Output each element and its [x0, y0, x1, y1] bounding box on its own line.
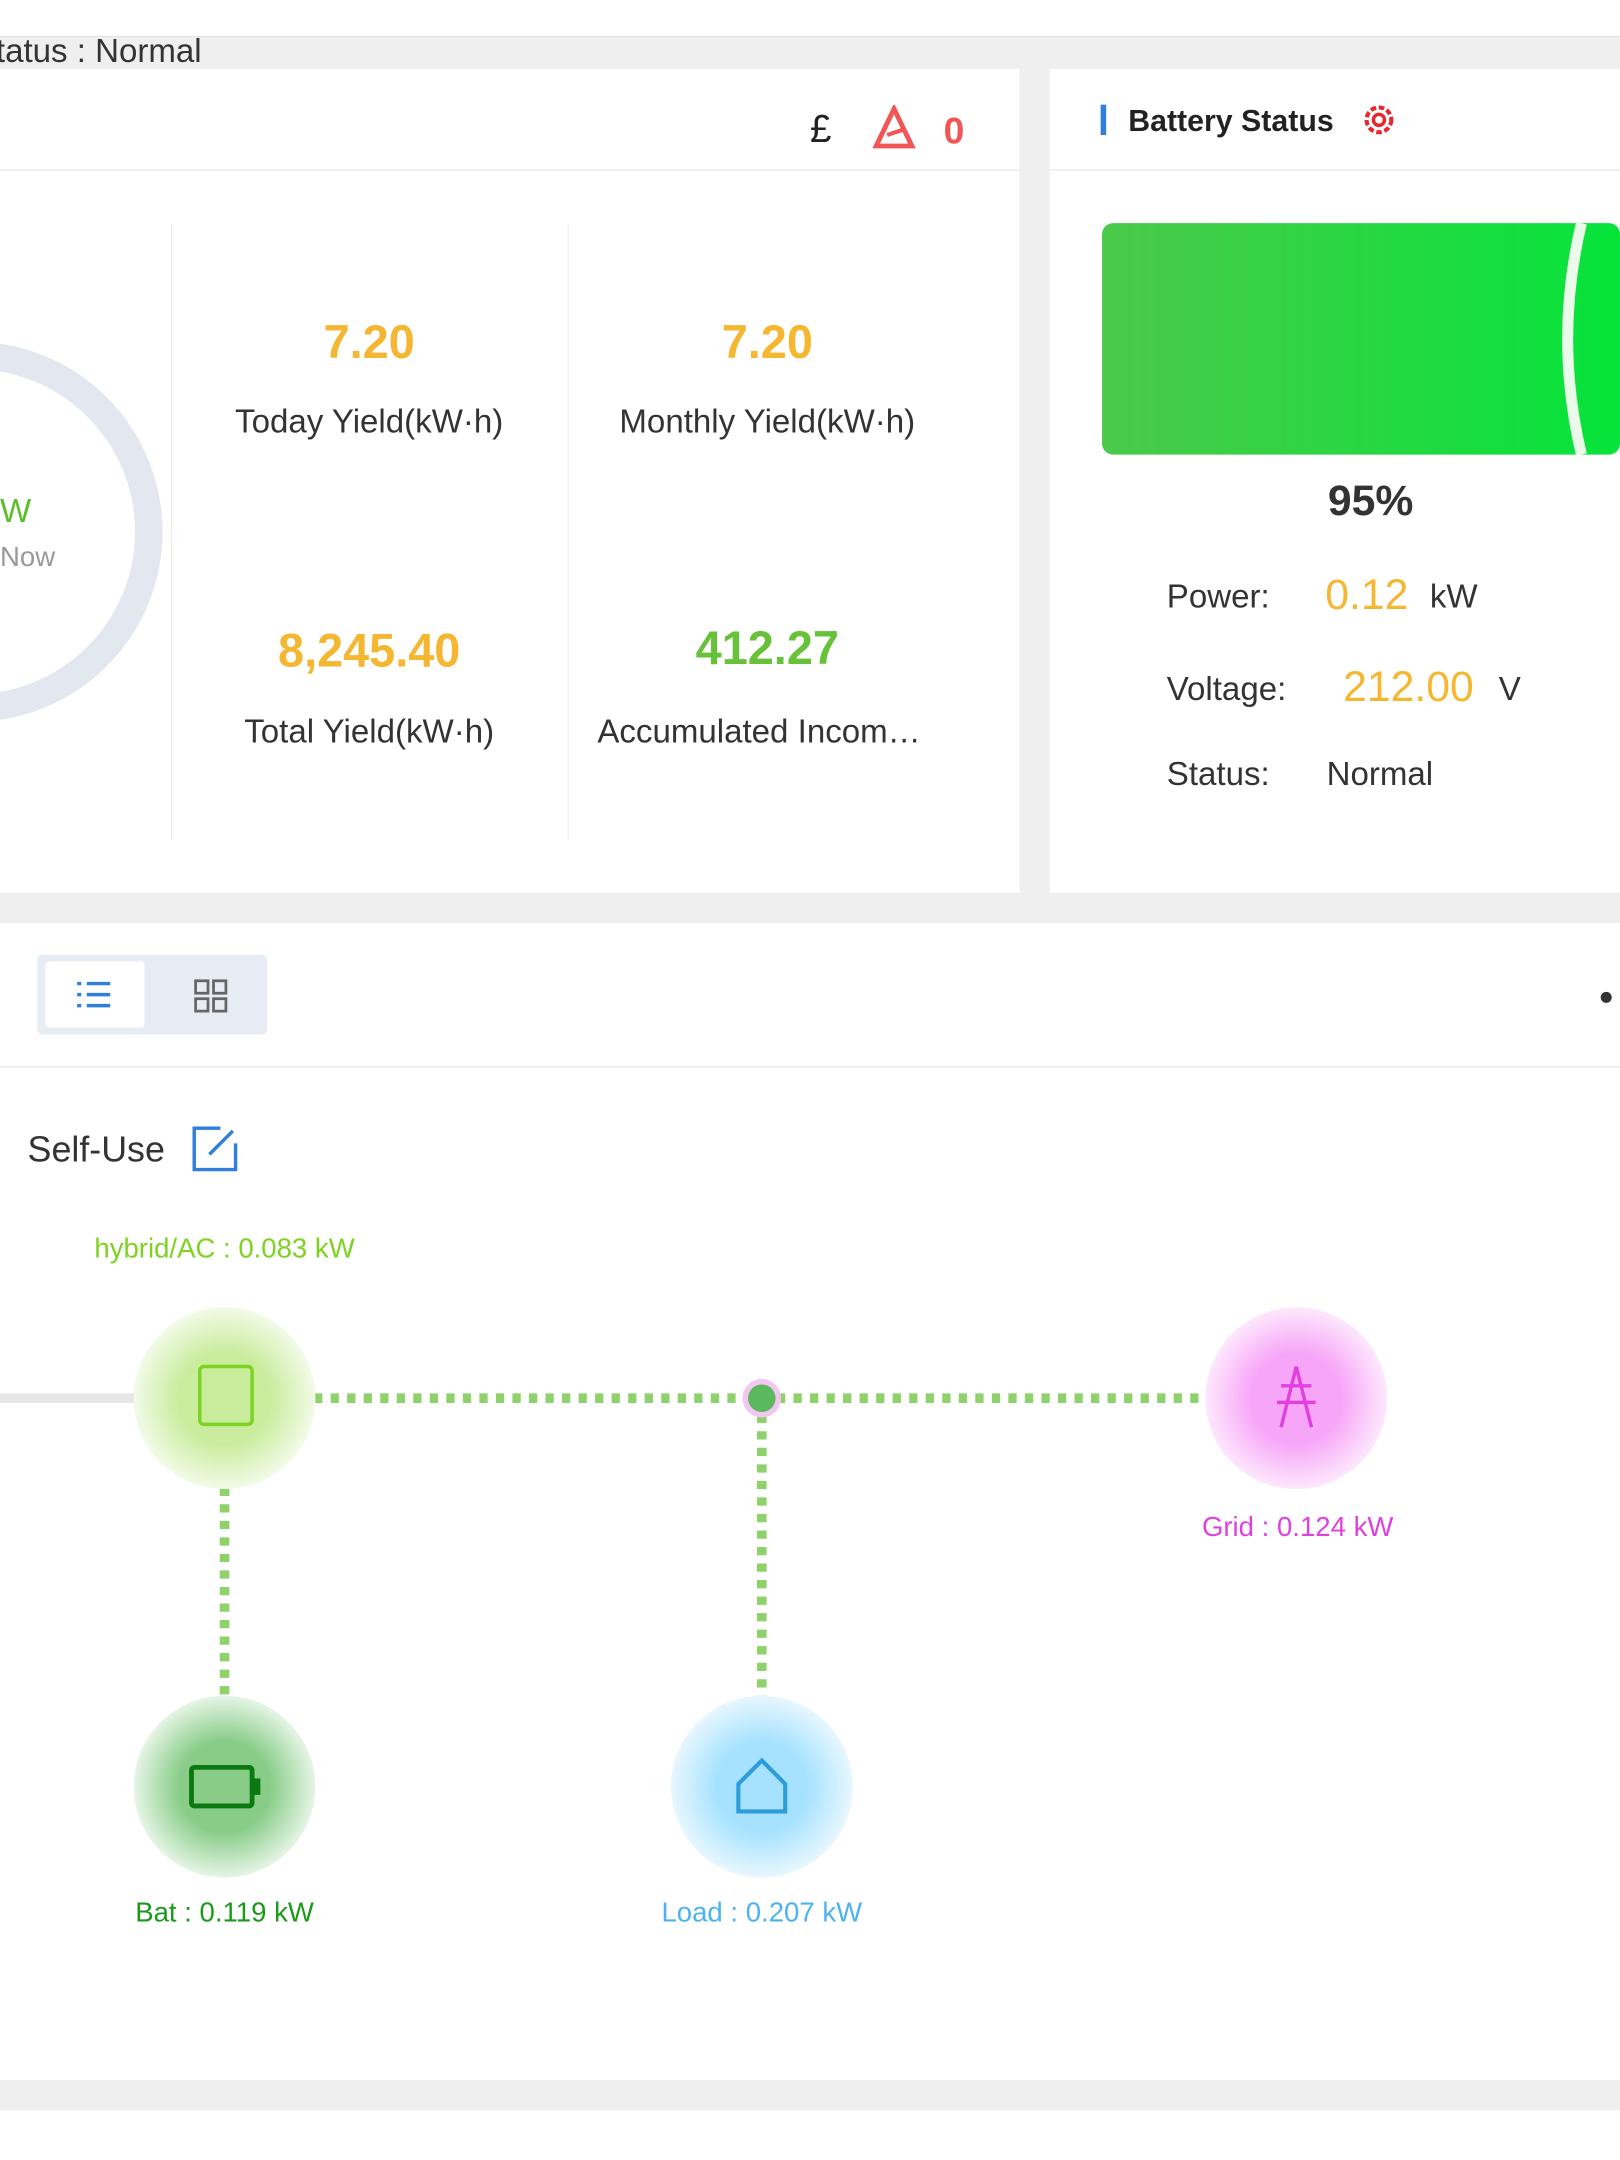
work-mode: Self-Use: [27, 1128, 165, 1170]
battery-level: [1102, 221, 1620, 456]
flow-diagram: [0, 1307, 1388, 1878]
edit-mode-button[interactable]: [190, 1124, 240, 1174]
ring-value: W: [0, 493, 32, 531]
ring-caption: Now: [0, 542, 56, 574]
stat-label: Monthly Yield(kW·h): [619, 403, 916, 441]
alarm-icon[interactable]: [871, 104, 918, 152]
currency: £: [809, 107, 832, 151]
row-value: 212.00: [1343, 662, 1474, 711]
divider: [1049, 169, 1620, 171]
flow-card: Self-Use hybrid/AC :: [0, 922, 1620, 2081]
load-label: Load : 0.207 kW: [661, 1898, 863, 1929]
stat-value: 8,245.40: [278, 625, 461, 678]
list-view-button[interactable]: [45, 961, 145, 1028]
ring: [0, 343, 163, 720]
row-value: Normal: [1326, 756, 1434, 794]
hybrid-label: hybrid/AC : 0.083 kW: [94, 1234, 355, 1265]
stat-label: Accumulated Incom…: [597, 713, 921, 751]
row-label: Power:: [1166, 578, 1270, 616]
divider: [0, 1066, 1620, 1068]
row-unit: kW: [1429, 578, 1478, 616]
stat-value: 7.20: [721, 316, 813, 370]
row-value: 0.12: [1325, 570, 1409, 619]
row-unit: V: [1498, 670, 1521, 709]
battery-title: Battery Status: [1128, 103, 1334, 138]
divider: [0, 169, 1020, 171]
top-bar: [0, 0, 1620, 38]
settings-icon[interactable]: [1361, 102, 1397, 138]
status-text: Status : Normal: [0, 33, 202, 71]
row-label: Voltage:: [1166, 670, 1287, 709]
alarm-count: 0: [943, 110, 965, 152]
overview-card: £ 0 W Now 7.20 Today Yield(kW·h) 7.20 Mo…: [0, 68, 1020, 893]
grid-label: Grid : 0.124 kW: [1201, 1512, 1394, 1543]
divider: [170, 224, 173, 841]
grid-view-button[interactable]: [193, 978, 229, 1014]
battery-percent: 95%: [1327, 476, 1414, 525]
battery-label: Bat : 0.119 kW: [135, 1898, 314, 1929]
stat-value: 7.20: [323, 316, 415, 370]
divider: [567, 224, 569, 841]
title-bar: [1100, 104, 1107, 135]
more-menu[interactable]: [1600, 991, 1612, 1003]
battery-card: Battery Status 95% Power: 0.12 kW Voltag…: [1049, 68, 1620, 893]
next-card: [0, 2110, 1620, 2160]
stat-label: Total Yield(kW·h): [244, 713, 495, 751]
row-label: Status:: [1166, 756, 1270, 794]
stat-value: 412.27: [695, 622, 839, 675]
stat-label: Today Yield(kW·h): [235, 403, 504, 441]
